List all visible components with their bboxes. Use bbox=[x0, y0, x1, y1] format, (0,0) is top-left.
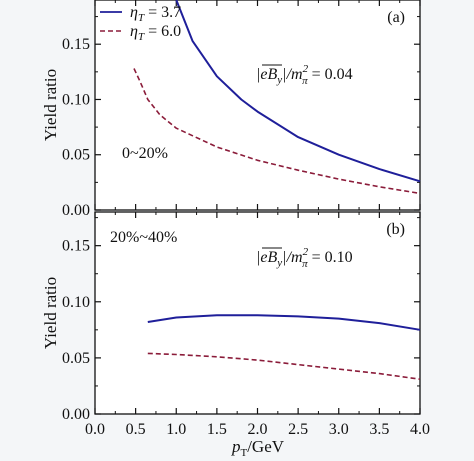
series-line-eta37 bbox=[147, 314, 421, 331]
y-tick-label: 0.15 bbox=[62, 36, 90, 53]
y-tick-label: 0.15 bbox=[62, 238, 90, 255]
field-strength-label-a: |eBy|/m2 π = 0.04 bbox=[256, 63, 353, 87]
x-tick-label: 3.0 bbox=[329, 421, 349, 438]
field-mid-sub: π bbox=[302, 75, 308, 87]
legend-entry-eta37: ηT = 3.7 bbox=[130, 4, 181, 24]
centrality-label-b: 20%~40% bbox=[110, 229, 177, 246]
y-axis-ticks-b: 0.00 0.05 0.10 0.15 bbox=[62, 217, 420, 423]
panel-tag-a: (a) bbox=[387, 9, 405, 26]
field-lhs-sub: y bbox=[276, 257, 282, 269]
x-axis-ticks-b: 0.0 0.5 1.0 1.5 2.0 2.5 3.0 3.5 4.0 bbox=[85, 212, 430, 438]
y-tick-label: 0.05 bbox=[62, 147, 90, 164]
field-strength-label-b: |eBy|/m2 π = 0.10 bbox=[256, 246, 353, 270]
svg-text:|eBy|/m2π = 0.04: |eBy|/m2 π = 0.04 bbox=[256, 63, 353, 87]
field-lhs-sub: y bbox=[276, 74, 282, 86]
field-mid-sub: π bbox=[302, 258, 308, 270]
x-tick-label: 1.0 bbox=[166, 421, 186, 438]
centrality-label-a: 0~20% bbox=[122, 145, 168, 162]
field-mid-sup: 2 bbox=[303, 63, 309, 75]
panel-b: 0.00 0.05 0.10 0.15 0.0 0.5 1.0 1.5 2.0 2.5 3.0 3.… bbox=[41, 211, 430, 438]
x-tick-label: 2.5 bbox=[288, 421, 308, 438]
x-axis-ticks-a bbox=[94, 0, 421, 210]
y-tick-label: 0.00 bbox=[62, 406, 90, 423]
y-tick-label: 0.00 bbox=[62, 202, 90, 219]
x-tick-label: 0.0 bbox=[85, 421, 105, 438]
panel-tag-b: (b) bbox=[386, 221, 405, 238]
y-tick-label: 0.10 bbox=[62, 91, 90, 108]
field-lhs: |eB bbox=[256, 249, 278, 266]
y-axis-label-b: Yield ratio bbox=[41, 277, 60, 349]
series-line-eta60 bbox=[133, 68, 421, 195]
panel-a: 0.00 0.05 0.10 0.15 Yield ratio (a) 0~20% |… bbox=[41, 0, 421, 219]
x-tick-label: 1.5 bbox=[207, 421, 227, 438]
legend-entry-eta60: ηT = 6.0 bbox=[130, 23, 181, 43]
series-lines-a bbox=[133, 0, 421, 195]
y-tick-label: 0.05 bbox=[62, 350, 90, 367]
series-lines-b bbox=[147, 314, 421, 380]
series-line-eta60 bbox=[147, 352, 421, 380]
legend: ηT = 3.7 ηT = 6.0 bbox=[100, 4, 181, 43]
y-axis-label-a: Yield ratio bbox=[41, 69, 60, 141]
field-rhs: = 0.10 bbox=[308, 249, 353, 266]
series-line-eta37 bbox=[175, 0, 421, 183]
field-mid-sup: 2 bbox=[303, 246, 309, 258]
field-mid: |/m bbox=[282, 249, 302, 266]
x-tick-label: 3.5 bbox=[369, 421, 389, 438]
y-tick-label: 0.10 bbox=[62, 294, 90, 311]
field-rhs: = 0.04 bbox=[308, 66, 353, 83]
svg-text:|eBy|/m2π = 0.10: |eBy|/m2 π = 0.10 bbox=[256, 246, 353, 270]
field-mid: |/m bbox=[282, 66, 302, 83]
field-lhs: |eB bbox=[256, 66, 278, 83]
x-tick-label: 4.0 bbox=[410, 421, 430, 438]
x-tick-label: 2.0 bbox=[248, 421, 268, 438]
plot-frame-a bbox=[94, 0, 421, 211]
x-tick-label: 0.5 bbox=[126, 421, 146, 438]
y-axis-ticks-a: 0.00 0.05 0.10 0.15 bbox=[62, 16, 420, 219]
plot-frame-b bbox=[94, 211, 421, 415]
x-axis-label: pT/GeV bbox=[231, 437, 285, 459]
